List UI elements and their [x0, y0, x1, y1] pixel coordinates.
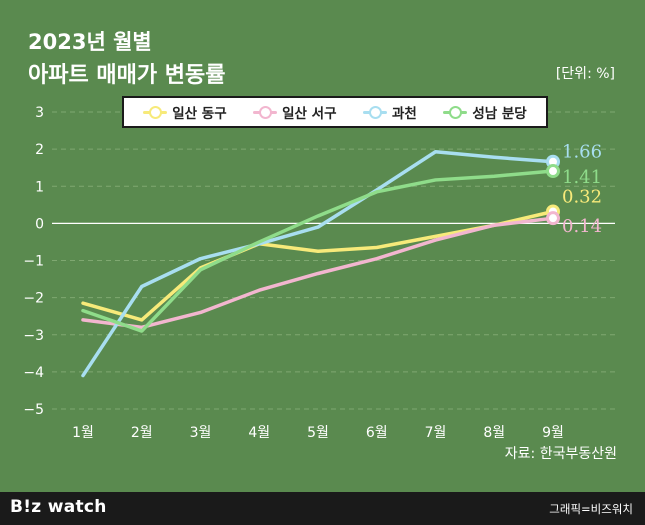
- y-tick-label: −1: [23, 254, 44, 270]
- legend-item: 과천: [362, 102, 417, 122]
- x-tick-label: 5월: [307, 425, 329, 441]
- legend-swatch: [362, 106, 387, 119]
- chart-title-line2: 아파트 매매가 변동률: [28, 63, 226, 88]
- series-line: [81, 216, 555, 330]
- bizwatch-logo: B!z watch: [10, 497, 107, 517]
- x-tick-label: 4월: [248, 425, 270, 441]
- end-marker: [546, 211, 560, 226]
- y-tick-label: 0: [35, 216, 44, 232]
- legend-swatch: [143, 106, 168, 119]
- y-tick-label: −2: [23, 291, 44, 307]
- legend-label: 성남 분당: [472, 106, 527, 122]
- series-line: [81, 149, 555, 378]
- end-value-label: 1.66: [562, 142, 602, 163]
- y-tick-label: 2: [35, 142, 44, 158]
- x-tick-label: 6월: [366, 425, 388, 441]
- chart-legend: 일산 동구 일산 서구 과천 성남 분당: [122, 96, 548, 128]
- end-value-label: 1.41: [562, 167, 602, 188]
- legend-item: 성남 분당: [443, 102, 527, 122]
- footer-bar: B!z watch 그래픽=비즈워치: [0, 492, 645, 525]
- y-tick-label: 1: [35, 179, 44, 195]
- y-tick-label: −5: [23, 402, 44, 418]
- source-label: 자료: 한국부동산원: [504, 446, 617, 462]
- end-value-label: 0.14: [562, 216, 602, 237]
- y-tick-label: −3: [23, 328, 44, 344]
- x-tick-label: 7월: [425, 425, 447, 441]
- legend-label: 일산 서구: [282, 106, 337, 122]
- series-line: [81, 169, 555, 333]
- x-tick-label: 3월: [190, 425, 212, 441]
- end-value-label: 0.32: [562, 186, 602, 207]
- x-tick-label: 1월: [72, 425, 94, 441]
- graphic-credit: 그래픽=비즈워치: [549, 502, 633, 516]
- y-tick-label: 3: [35, 105, 44, 121]
- legend-label: 일산 동구: [172, 106, 227, 122]
- legend-swatch: [253, 106, 278, 119]
- end-marker: [546, 164, 560, 179]
- x-tick-label: 2월: [131, 425, 153, 441]
- y-tick-label: −4: [23, 365, 44, 381]
- legend-swatch: [443, 106, 468, 119]
- chart-title-line1: 2023년 월별: [28, 30, 152, 54]
- unit-label: [단위: %]: [555, 66, 615, 82]
- legend-label: 과천: [391, 106, 417, 122]
- x-tick-label: 9월: [542, 425, 564, 441]
- legend-item: 일산 동구: [143, 102, 227, 122]
- x-tick-label: 8월: [483, 425, 505, 441]
- legend-item: 일산 서구: [253, 102, 337, 122]
